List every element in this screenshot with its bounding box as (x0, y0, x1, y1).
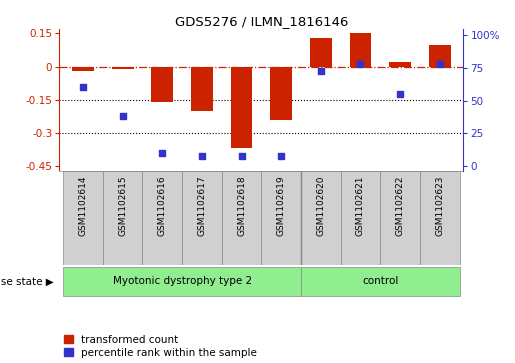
Text: GSM1102622: GSM1102622 (396, 175, 405, 236)
FancyBboxPatch shape (301, 171, 340, 265)
Point (158, 150, 166, 156)
FancyBboxPatch shape (182, 171, 222, 265)
Text: GSM1102620: GSM1102620 (316, 175, 325, 236)
Point (198, 153, 206, 159)
Text: GSM1102623: GSM1102623 (435, 175, 444, 236)
Point (436, 61, 444, 66)
Bar (112, 67, 133, 69)
Bar (191, 67, 213, 111)
Point (79, 85, 87, 90)
FancyBboxPatch shape (222, 171, 261, 265)
Text: disease state ▶: disease state ▶ (0, 276, 54, 286)
Text: GSM1102617: GSM1102617 (197, 175, 207, 236)
Bar (231, 67, 252, 148)
Title: GDS5276 / ILMN_1816146: GDS5276 / ILMN_1816146 (175, 15, 348, 28)
Legend: transformed count, percentile rank within the sample: transformed count, percentile rank withi… (64, 335, 257, 358)
FancyBboxPatch shape (63, 171, 103, 265)
Text: GSM1102619: GSM1102619 (277, 175, 286, 236)
Bar (72, 67, 94, 71)
Point (317, 69, 325, 74)
FancyBboxPatch shape (143, 171, 182, 265)
Text: GSM1102616: GSM1102616 (158, 175, 167, 236)
FancyBboxPatch shape (103, 171, 143, 265)
Bar (350, 33, 371, 67)
FancyBboxPatch shape (420, 171, 459, 265)
Bar (301, 266, 459, 296)
Bar (429, 45, 451, 67)
Bar (151, 67, 173, 102)
Bar (310, 38, 332, 67)
Text: GSM1102621: GSM1102621 (356, 175, 365, 236)
Text: GSM1102618: GSM1102618 (237, 175, 246, 236)
FancyBboxPatch shape (380, 171, 420, 265)
Bar (389, 62, 411, 67)
Bar (270, 67, 292, 120)
Point (237, 153, 246, 159)
Point (396, 91, 404, 97)
Text: control: control (362, 276, 399, 286)
Text: GSM1102614: GSM1102614 (78, 175, 88, 236)
Point (118, 114, 127, 119)
FancyBboxPatch shape (261, 171, 301, 265)
Point (277, 153, 285, 159)
Text: GSM1102615: GSM1102615 (118, 175, 127, 236)
Bar (63, 266, 301, 296)
FancyBboxPatch shape (340, 171, 380, 265)
Point (356, 61, 365, 66)
Text: Myotonic dystrophy type 2: Myotonic dystrophy type 2 (113, 276, 252, 286)
